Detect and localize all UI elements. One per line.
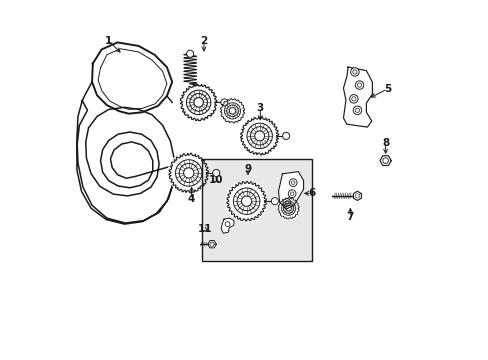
Polygon shape [343,67,372,127]
Polygon shape [353,191,361,201]
Circle shape [271,198,278,205]
Circle shape [282,132,289,139]
Circle shape [277,197,299,219]
Text: 1: 1 [105,36,112,46]
Circle shape [179,84,217,121]
Circle shape [221,99,227,106]
Text: 4: 4 [187,194,195,204]
Polygon shape [187,86,202,96]
Circle shape [212,170,219,176]
Text: 11: 11 [197,224,212,234]
Text: 6: 6 [307,188,314,198]
Circle shape [349,95,357,103]
Polygon shape [221,218,233,233]
Text: 3: 3 [256,103,264,113]
Circle shape [283,199,290,206]
Circle shape [186,50,193,57]
Circle shape [224,222,229,226]
Circle shape [220,98,244,123]
Circle shape [289,179,296,186]
Text: 7: 7 [346,212,353,222]
Polygon shape [379,156,390,166]
Polygon shape [278,172,303,209]
Text: 9: 9 [244,165,251,174]
Text: 8: 8 [381,138,388,148]
Circle shape [287,190,295,198]
Circle shape [355,81,363,89]
Polygon shape [77,100,174,224]
Text: 5: 5 [383,84,390,94]
Circle shape [350,68,358,76]
Circle shape [240,116,279,156]
Bar [202,159,311,261]
Polygon shape [207,240,216,248]
Text: 2: 2 [200,36,207,46]
Polygon shape [92,42,172,114]
Circle shape [225,181,266,222]
Circle shape [168,152,209,193]
Text: 10: 10 [208,175,223,185]
Circle shape [352,106,361,114]
